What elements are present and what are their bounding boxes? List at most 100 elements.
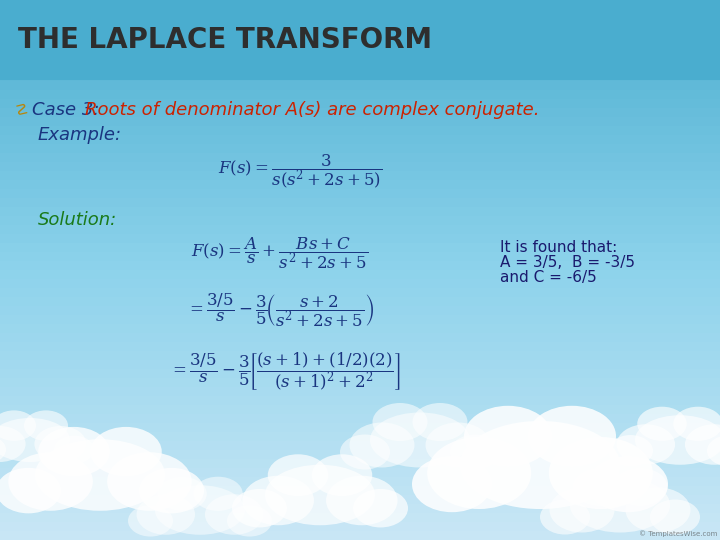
- Bar: [0, 441, 720, 450]
- Bar: [0, 513, 720, 522]
- Ellipse shape: [353, 489, 408, 528]
- Ellipse shape: [464, 406, 552, 467]
- Bar: [0, 72, 720, 81]
- Ellipse shape: [349, 422, 415, 468]
- Bar: [0, 144, 720, 153]
- Text: $=\dfrac{3/5}{s}-\dfrac{3}{5}\!\left(\dfrac{s+2}{s^{2}+2s+5}\right)$: $=\dfrac{3/5}{s}-\dfrac{3}{5}\!\left(\df…: [186, 291, 374, 329]
- Bar: [0, 324, 720, 333]
- Bar: [0, 162, 720, 171]
- Ellipse shape: [427, 437, 531, 509]
- Text: $F(s)=\dfrac{3}{s(s^{2}+2s+5)}$: $F(s)=\dfrac{3}{s(s^{2}+2s+5)}$: [218, 153, 382, 191]
- Bar: [0, 369, 720, 378]
- Bar: [0, 450, 720, 459]
- Bar: [0, 27, 720, 36]
- Text: Case 3:: Case 3:: [32, 101, 105, 119]
- Bar: [0, 126, 720, 135]
- Ellipse shape: [139, 468, 204, 514]
- Ellipse shape: [650, 500, 700, 535]
- Ellipse shape: [570, 477, 670, 532]
- Ellipse shape: [673, 407, 720, 441]
- Bar: [0, 198, 720, 207]
- Ellipse shape: [0, 418, 70, 462]
- Bar: [0, 36, 720, 45]
- Bar: [0, 108, 720, 117]
- Bar: [0, 81, 720, 90]
- Bar: [0, 180, 720, 189]
- Text: Solution:: Solution:: [38, 211, 117, 229]
- Ellipse shape: [572, 468, 628, 506]
- Bar: [0, 387, 720, 396]
- Ellipse shape: [38, 427, 109, 476]
- Ellipse shape: [90, 427, 162, 476]
- Ellipse shape: [412, 456, 492, 512]
- Bar: [0, 504, 720, 513]
- Bar: [0, 477, 720, 486]
- Ellipse shape: [54, 436, 94, 464]
- Bar: [0, 333, 720, 342]
- Ellipse shape: [312, 454, 372, 496]
- Bar: [0, 153, 720, 162]
- Bar: [0, 360, 720, 369]
- Text: ☡: ☡: [15, 103, 29, 118]
- Bar: [0, 405, 720, 414]
- Ellipse shape: [0, 468, 61, 514]
- Ellipse shape: [24, 410, 68, 441]
- Bar: [0, 378, 720, 387]
- Bar: [0, 351, 720, 360]
- Ellipse shape: [685, 424, 720, 465]
- Ellipse shape: [265, 465, 375, 525]
- Ellipse shape: [0, 426, 26, 462]
- Ellipse shape: [35, 439, 165, 511]
- Ellipse shape: [549, 488, 614, 532]
- Bar: [0, 297, 720, 306]
- Bar: [0, 495, 720, 504]
- Bar: [0, 279, 720, 288]
- Ellipse shape: [588, 456, 668, 512]
- Bar: [0, 432, 720, 441]
- Text: $=\dfrac{3/5}{s}-\dfrac{3}{5}\!\left[\dfrac{(s+1)+(1/2)(2)}{(s+1)^{2}+2^{2}}\rig: $=\dfrac{3/5}{s}-\dfrac{3}{5}\!\left[\df…: [169, 350, 401, 393]
- Bar: [0, 315, 720, 324]
- Ellipse shape: [243, 476, 314, 525]
- Bar: [0, 486, 720, 495]
- Bar: [0, 414, 720, 423]
- Ellipse shape: [707, 435, 720, 467]
- Text: Roots of denominator A(s) are complex conjugate.: Roots of denominator A(s) are complex co…: [85, 101, 539, 119]
- Text: and C = -6/5: and C = -6/5: [500, 270, 597, 285]
- Bar: [0, 468, 720, 477]
- Bar: [0, 531, 720, 540]
- Text: THE LAPLACE TRANSFORM: THE LAPLACE TRANSFORM: [18, 26, 432, 54]
- Text: A = 3/5,  B = -3/5: A = 3/5, B = -3/5: [500, 255, 635, 270]
- Ellipse shape: [340, 435, 390, 469]
- Bar: [0, 45, 720, 54]
- Text: It is found that:: It is found that:: [500, 240, 617, 255]
- Bar: [0, 189, 720, 198]
- Ellipse shape: [128, 505, 173, 537]
- Ellipse shape: [450, 435, 500, 469]
- Bar: [0, 243, 720, 252]
- Ellipse shape: [413, 403, 467, 441]
- Ellipse shape: [372, 403, 428, 441]
- Bar: [0, 252, 720, 261]
- Bar: [0, 171, 720, 180]
- Ellipse shape: [326, 476, 397, 525]
- Ellipse shape: [157, 477, 207, 511]
- Bar: [0, 216, 720, 225]
- Bar: [0, 459, 720, 468]
- Ellipse shape: [35, 426, 86, 462]
- Ellipse shape: [540, 500, 590, 535]
- Ellipse shape: [155, 485, 245, 535]
- Bar: [0, 9, 720, 18]
- Bar: [0, 90, 720, 99]
- Ellipse shape: [635, 415, 720, 465]
- Ellipse shape: [426, 422, 490, 468]
- Ellipse shape: [616, 424, 675, 465]
- Ellipse shape: [268, 454, 328, 496]
- Bar: [0, 117, 720, 126]
- Bar: [0, 396, 720, 405]
- Ellipse shape: [193, 477, 243, 511]
- Bar: [0, 54, 720, 63]
- Ellipse shape: [107, 453, 192, 511]
- Text: $F(s)=\dfrac{A}{s}+\dfrac{Bs+C}{s^{2}+2s+5}$: $F(s)=\dfrac{A}{s}+\dfrac{Bs+C}{s^{2}+2s…: [192, 235, 369, 271]
- Bar: [0, 423, 720, 432]
- Ellipse shape: [0, 436, 6, 464]
